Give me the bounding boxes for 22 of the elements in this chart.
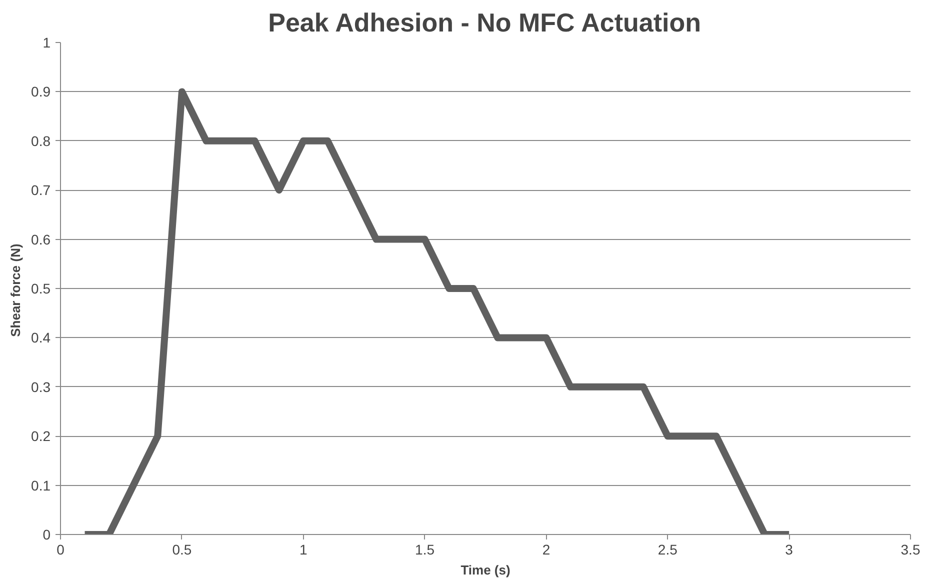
x-tick-label: 3.5 — [900, 542, 920, 558]
y-tick-label: 0.1 — [31, 477, 51, 494]
y-tick-label: 0 — [42, 526, 51, 542]
x-axis-title: Time (s) — [460, 562, 510, 578]
y-tick-label: 0.3 — [31, 378, 51, 395]
x-tick-label: 0.5 — [172, 542, 192, 558]
x-tick-label: 0 — [56, 542, 65, 558]
y-tick-label: 1 — [42, 34, 51, 50]
x-tick-label: 2 — [542, 542, 550, 558]
x-tick-label: 2.5 — [658, 542, 678, 558]
y-tick-label: 0.7 — [31, 182, 51, 198]
x-tick-label: 1.5 — [415, 542, 435, 558]
x-tick-label: 1 — [299, 542, 308, 558]
y-tick-label: 0.5 — [31, 280, 51, 296]
chart-title: Peak Adhesion - No MFC Actuation — [268, 8, 701, 38]
x-tick-label: 3 — [785, 542, 794, 558]
y-tick-label: 0.8 — [31, 132, 51, 149]
y-axis-title: Shear force (N) — [8, 244, 24, 337]
y-tick-label: 0.4 — [31, 330, 51, 346]
y-tick-label: 0.2 — [31, 428, 51, 444]
y-tick-label: 0.9 — [31, 84, 51, 100]
y-tick-label: 0.6 — [31, 231, 51, 248]
